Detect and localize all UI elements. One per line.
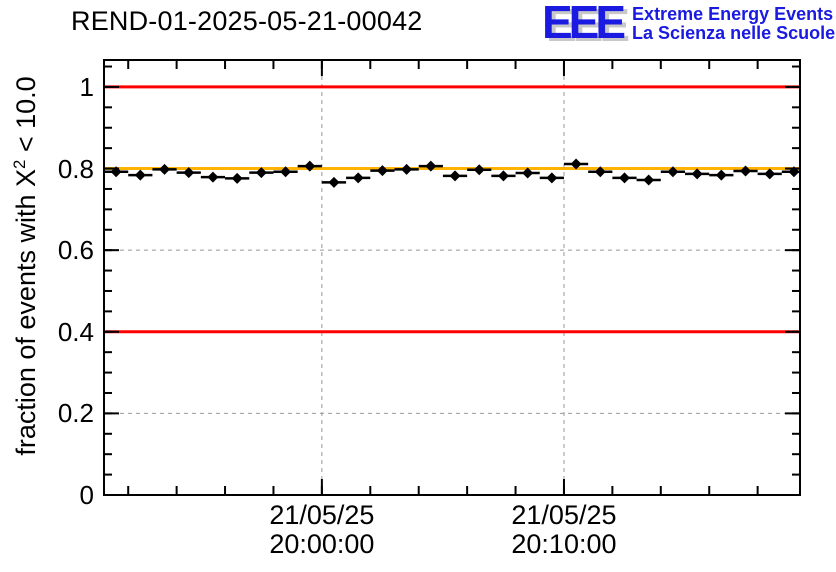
- data-point: [667, 166, 679, 178]
- plot-frame: [103, 59, 801, 496]
- data-point: [183, 167, 195, 179]
- eee-logo-acronym: EEE: [542, 0, 626, 48]
- eee-logo-line1: Extreme Energy Events: [632, 4, 834, 24]
- data-point: [546, 172, 558, 184]
- x-tick-label: 21/05/25 20:00:00: [237, 501, 407, 559]
- plot-title: REND-01-2025-05-21-00042: [71, 6, 423, 36]
- data-point: [401, 163, 413, 175]
- x-tick-label: 21/05/25 20:10:00: [479, 501, 649, 559]
- data-point: [715, 169, 727, 181]
- y-tick-label: 0: [79, 480, 94, 510]
- x-tick-label-date: 21/05/25: [269, 500, 375, 530]
- data-point: [497, 170, 509, 182]
- data-point: [764, 168, 776, 180]
- data-point: [207, 171, 219, 183]
- data-point: [594, 166, 606, 178]
- x-tick-label-date: 21/05/25: [511, 500, 617, 530]
- data-point: [449, 170, 461, 182]
- data-point: [473, 164, 485, 176]
- data-point: [643, 174, 655, 186]
- x-tick-label-time: 20:00:00: [269, 529, 375, 559]
- y-tick-label: 1: [79, 71, 94, 102]
- data-point: [110, 166, 122, 178]
- data-point: [425, 160, 437, 172]
- data-point: [255, 167, 267, 179]
- data-point: [522, 167, 534, 179]
- x-tick-label-time: 20:10:00: [511, 529, 617, 559]
- data-point: [134, 169, 146, 181]
- data-point: [352, 172, 364, 184]
- data-point: [328, 176, 340, 188]
- data-series: [104, 158, 800, 188]
- eee-logo-line2: La Scienza nelle Scuole: [632, 23, 836, 43]
- y-tick-label: 0.4: [57, 316, 94, 347]
- data-point: [691, 168, 703, 180]
- data-point: [570, 158, 582, 170]
- data-point: [304, 160, 316, 172]
- y-tick-label: 0.6: [57, 235, 94, 266]
- eee-logo: EEE Extreme Energy Events La Scienza nel…: [542, 0, 835, 48]
- data-point: [376, 165, 388, 177]
- data-point: [231, 172, 243, 184]
- y-tick-label: 0.8: [57, 153, 94, 184]
- data-point: [159, 163, 171, 175]
- y-tick-label: 0.2: [57, 398, 94, 429]
- eee-logo-text: Extreme Energy Events La Scienza nelle S…: [632, 5, 835, 43]
- data-point: [618, 172, 630, 184]
- data-point: [280, 166, 292, 178]
- data-point: [740, 165, 752, 177]
- data-point: [788, 166, 800, 178]
